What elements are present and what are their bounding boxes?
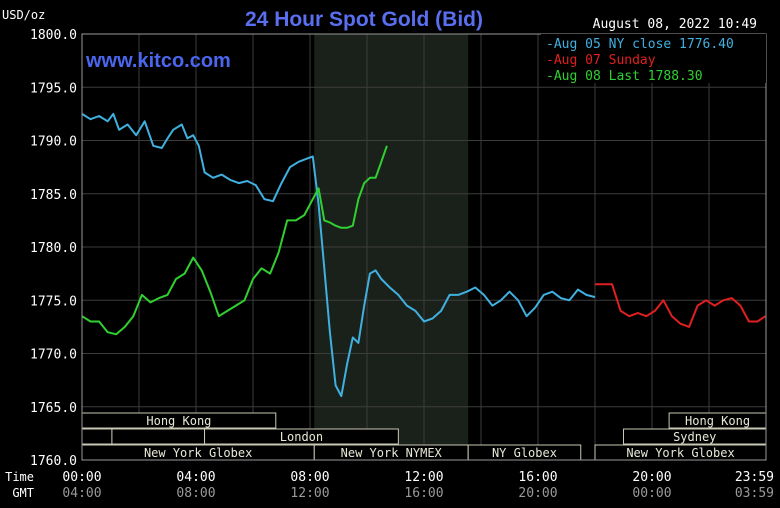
x-tick-label-gmt: 16:00	[404, 486, 443, 501]
session-bar	[204, 428, 399, 445]
gridlines	[81, 33, 767, 461]
y-tick-label: 1765.0	[30, 401, 77, 416]
x-tick-label-ny: 20:00	[632, 470, 671, 485]
y-tick-label: 1780.0	[30, 241, 77, 256]
series-line	[81, 145, 388, 336]
y-tick-label: 1795.0	[30, 81, 77, 96]
y-axis-unit-label: USD/oz	[2, 8, 45, 22]
session-label: London	[280, 430, 323, 444]
y-tick-label: 1800.0	[30, 28, 77, 43]
legend-entry: -Aug 08 Last 1788.30	[546, 69, 703, 84]
x-tick-label-ny: 23:59	[735, 470, 774, 485]
legend-entry: -Aug 05 NY close 1776.40	[546, 37, 734, 52]
x-tick-label-ny: 08:00	[290, 470, 329, 485]
x-tick-label-ny: 00:00	[62, 470, 101, 485]
y-tick-label: 1790.0	[30, 135, 77, 150]
legend-box	[541, 34, 766, 83]
session-label: New York Globex	[144, 446, 252, 460]
session-bar	[81, 428, 113, 445]
series-line	[81, 112, 596, 398]
y-tick-label: 1785.0	[30, 188, 77, 203]
website-watermark: www.kitco.com	[85, 50, 231, 72]
x-tick-label-gmt: 03:59	[735, 486, 774, 501]
price-series	[81, 112, 766, 398]
y-tick-label: 1760.0	[30, 454, 77, 469]
x-axis-tick-labels: 00:0004:0004:0008:0008:0012:0012:0016:00…	[62, 470, 774, 501]
session-label: New York NYMEX	[341, 446, 443, 460]
ny-time-row-label: NY Time	[0, 470, 34, 484]
x-tick-label-gmt: 12:00	[290, 486, 329, 501]
y-tick-label: 1770.0	[30, 348, 77, 363]
y-axis-tick-labels: 1800.0 1795.0 1790.0 1785.0 1780.0 1775.0 1770…	[30, 28, 77, 469]
chart-title: 24 Hour Spot Gold (Bid)	[245, 8, 483, 31]
session-label: Hong Kong	[146, 414, 211, 428]
plot-frame	[81, 33, 767, 461]
legend-entry: -Aug 07 Sunday	[546, 53, 656, 68]
y-tick-label: 1775.0	[30, 294, 77, 309]
series-line	[595, 283, 766, 328]
session-bar	[111, 428, 206, 445]
session-label: NY Globex	[492, 446, 557, 460]
x-tick-label-gmt: 00:00	[632, 486, 671, 501]
x-tick-label-gmt: 20:00	[518, 486, 557, 501]
x-tick-label-ny: 04:00	[176, 470, 215, 485]
gmt-row-label: GMT	[12, 486, 34, 500]
x-tick-label-ny: 12:00	[404, 470, 443, 485]
legend: -Aug 05 NY close 1776.40-Aug 07 Sunday-A…	[541, 34, 766, 84]
x-tick-label-gmt: 08:00	[176, 486, 215, 501]
session-label: Sydney	[673, 430, 716, 444]
timestamp: August 08, 2022 10:49	[593, 17, 757, 32]
session-label: Hong Kong	[685, 414, 750, 428]
x-tick-label-gmt: 04:00	[62, 486, 101, 501]
session-label: New York Globex	[626, 446, 734, 460]
x-tick-label-ny: 16:00	[518, 470, 557, 485]
